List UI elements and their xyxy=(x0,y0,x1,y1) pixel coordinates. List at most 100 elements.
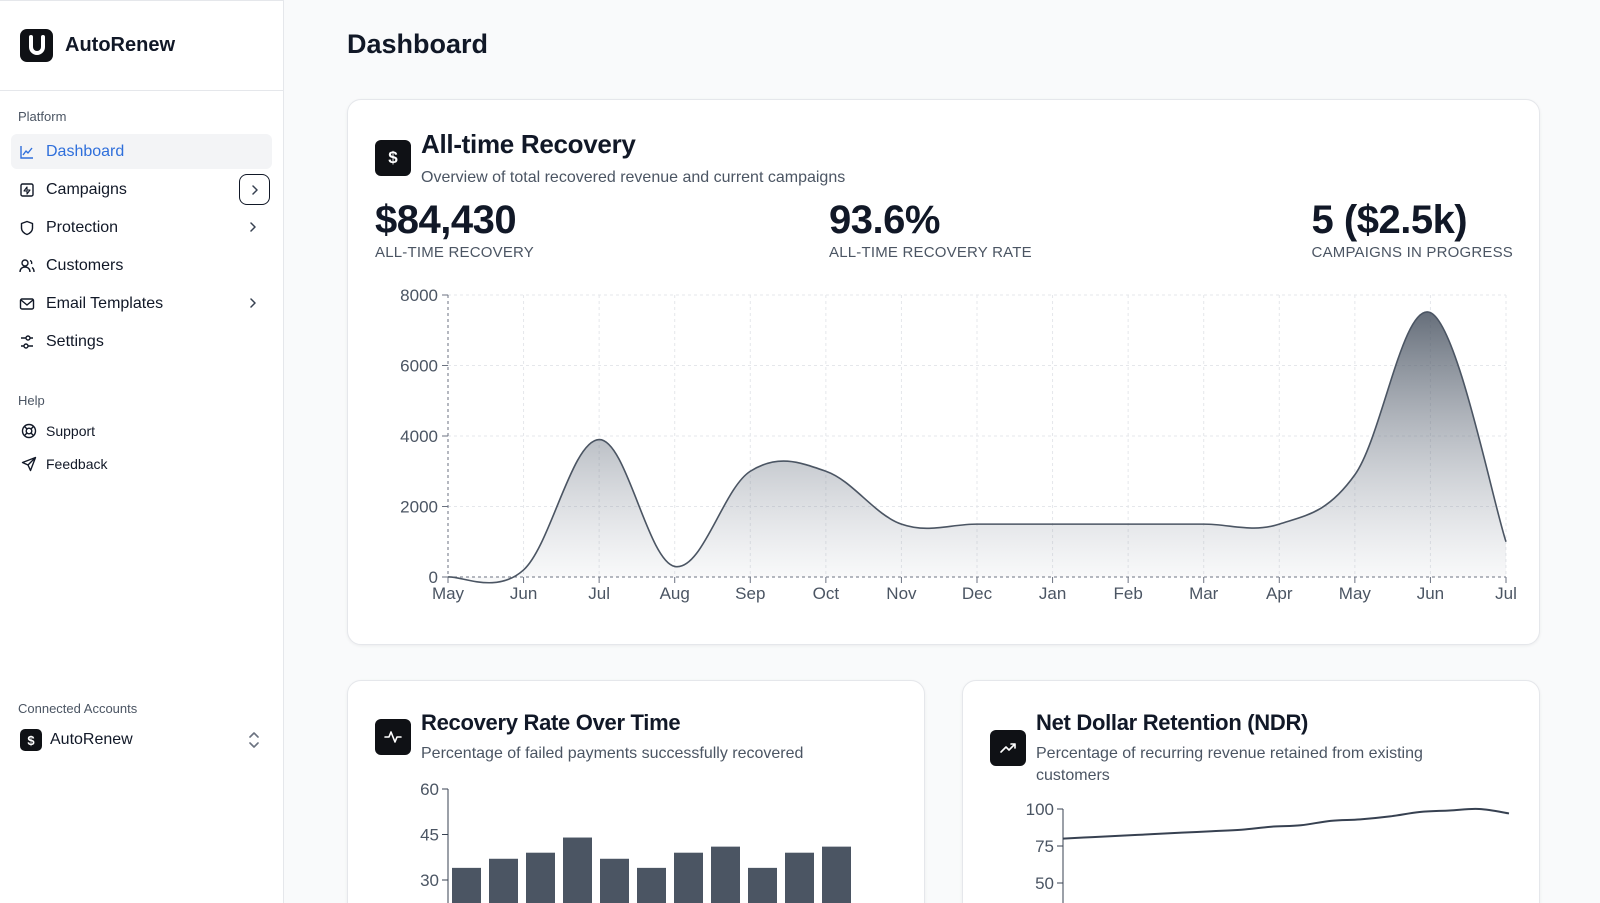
sidebar-item-campaigns[interactable]: Campaigns xyxy=(11,172,272,207)
chevron-right-icon[interactable] xyxy=(244,218,262,236)
y-tick-label: 6000 xyxy=(400,357,438,376)
x-tick-label: Jun xyxy=(1417,584,1444,603)
metric-campaigns-in-progress: 5 ($2.5k) CAMPAIGNS IN PROGRESS xyxy=(1312,198,1513,261)
recovery-rate-bar xyxy=(785,852,814,903)
sidebar-item-dashboard[interactable]: Dashboard xyxy=(11,134,272,169)
y-tick-label: 30 xyxy=(420,871,439,890)
x-tick-label: Oct xyxy=(813,584,840,603)
account-switcher[interactable]: $ AutoRenew xyxy=(0,722,283,758)
y-tick-label: 4000 xyxy=(400,427,438,446)
x-tick-label: Dec xyxy=(962,584,993,603)
metric-label: CAMPAIGNS IN PROGRESS xyxy=(1311,244,1513,261)
x-tick-label: May xyxy=(1339,584,1372,603)
x-tick-label: Jul xyxy=(1495,584,1517,603)
y-tick-label: 45 xyxy=(420,826,439,845)
sidebar-item-settings[interactable]: Settings xyxy=(11,324,272,359)
chevrons-up-down-icon xyxy=(247,731,261,754)
all-time-recovery-card: $ All-time Recovery Overview of total re… xyxy=(347,99,1540,645)
page-title: Dashboard xyxy=(347,29,489,59)
sidebar-item-support[interactable]: Support xyxy=(11,414,272,447)
y-tick-label: 60 xyxy=(420,780,439,799)
x-tick-label: Jul xyxy=(588,584,610,603)
y-tick-label: 50 xyxy=(1035,874,1054,893)
activity-icon xyxy=(375,719,411,755)
card-subtitle: Overview of total recovered revenue and … xyxy=(421,169,846,186)
recovery-rate-bar xyxy=(563,837,592,903)
chevron-right-icon[interactable] xyxy=(239,174,270,205)
x-tick-label: Jun xyxy=(510,584,537,603)
card-title: Recovery Rate Over Time xyxy=(421,710,681,735)
sidebar-item-label: Protection xyxy=(46,218,119,236)
sidebar-item-label: Feedback xyxy=(46,455,108,472)
sidebar-item-protection[interactable]: Protection xyxy=(11,210,272,245)
brand[interactable]: AutoRenew xyxy=(0,1,283,91)
recovery-rate-bar xyxy=(600,858,629,903)
sidebar-item-customers[interactable]: Customers xyxy=(11,248,272,283)
sidebar-item-label: Settings xyxy=(46,332,104,350)
y-tick-label: 75 xyxy=(1035,837,1054,856)
help-nav: Support Feedback xyxy=(0,414,283,480)
ndr-line-chart: 50 75 100 xyxy=(1026,800,1510,903)
y-tick-label: 100 xyxy=(1026,800,1054,819)
recovery-rate-bar-chart: 30 45 60 xyxy=(420,780,851,903)
recovery-line xyxy=(447,311,1507,584)
card-subtitle: Percentage of failed payments successful… xyxy=(421,745,804,762)
card-title: Net Dollar Retention (NDR) xyxy=(1036,710,1309,735)
x-tick-label: Jan xyxy=(1039,584,1066,603)
help-group-label: Help xyxy=(18,393,45,408)
sidebar-item-label: Support xyxy=(46,422,96,439)
metric-all-time-recovery: $84,430 ALL-TIME RECOVERY xyxy=(375,198,534,261)
y-tick-label: 0 xyxy=(429,568,438,587)
recovery-area xyxy=(448,311,1506,583)
recovery-rate-bar xyxy=(674,852,703,903)
recovery-area-chart: 0 2000 4000 6000 8000 May Jun Jul Aug Sep Oct Nov De… xyxy=(400,286,1517,603)
lifebuoy-icon xyxy=(20,422,38,440)
users-icon xyxy=(18,257,36,275)
recovery-rate-bar xyxy=(711,846,740,903)
sidebar-item-feedback[interactable]: Feedback xyxy=(11,447,272,480)
sidebar: AutoRenew Platform Dashboard Campaigns Pro… xyxy=(0,0,284,903)
x-tick-label: May xyxy=(432,584,465,603)
autorenew-logo-icon xyxy=(20,29,53,62)
brand-name: AutoRenew xyxy=(65,34,175,56)
card-title: All-time Recovery xyxy=(421,129,636,159)
x-tick-label: Aug xyxy=(660,584,690,603)
send-icon xyxy=(20,455,38,473)
metric-label: ALL-TIME RECOVERY xyxy=(375,244,534,261)
campaign-icon xyxy=(18,181,36,199)
chevron-right-icon[interactable] xyxy=(244,294,262,312)
x-tick-label: Feb xyxy=(1113,584,1142,603)
metric-value: 93.6% xyxy=(829,198,940,242)
ndr-card: Net Dollar Retention (NDR) Percentage of… xyxy=(962,680,1540,903)
sidebar-item-label: Customers xyxy=(46,256,124,274)
dollar-icon: $ xyxy=(20,729,42,751)
platform-nav: Dashboard Campaigns Protection Customers Ema… xyxy=(0,134,283,359)
sidebar-item-label: Dashboard xyxy=(46,142,125,160)
y-tick-label: 2000 xyxy=(400,498,438,517)
recovery-rate-bar xyxy=(489,858,518,903)
connected-accounts: Connected Accounts $ AutoRenew xyxy=(0,701,283,758)
x-tick-label: Apr xyxy=(1266,584,1293,603)
sidebar-item-email-templates[interactable]: Email Templates xyxy=(11,286,272,321)
dollar-icon: $ xyxy=(375,140,411,176)
accounts-group-label: Connected Accounts xyxy=(18,701,138,716)
x-tick-label: Nov xyxy=(886,584,917,603)
trending-up-icon xyxy=(990,730,1026,766)
recovery-rate-bar xyxy=(637,867,666,903)
chart-line-icon xyxy=(18,143,36,161)
metric-value: $84,430 xyxy=(375,198,517,242)
card-subtitle: Percentage of recurring revenue retained… xyxy=(1036,745,1423,784)
metric-recovery-rate: 93.6% ALL-TIME RECOVERY RATE xyxy=(829,198,1032,261)
ndr-line xyxy=(1062,807,1510,840)
x-tick-label: Mar xyxy=(1189,584,1219,603)
sidebar-item-label: Email Templates xyxy=(46,294,164,312)
recovery-rate-bar xyxy=(822,846,851,903)
sidebar-item-label: Campaigns xyxy=(46,180,127,198)
recovery-rate-bar xyxy=(452,867,481,903)
metric-label: ALL-TIME RECOVERY RATE xyxy=(829,244,1032,261)
recovery-rate-bar xyxy=(526,852,555,903)
recovery-rate-card: Recovery Rate Over Time Percentage of fa… xyxy=(347,680,925,903)
y-tick-label: 8000 xyxy=(400,286,438,305)
recovery-rate-bar xyxy=(748,867,777,903)
account-name: AutoRenew xyxy=(50,731,133,748)
